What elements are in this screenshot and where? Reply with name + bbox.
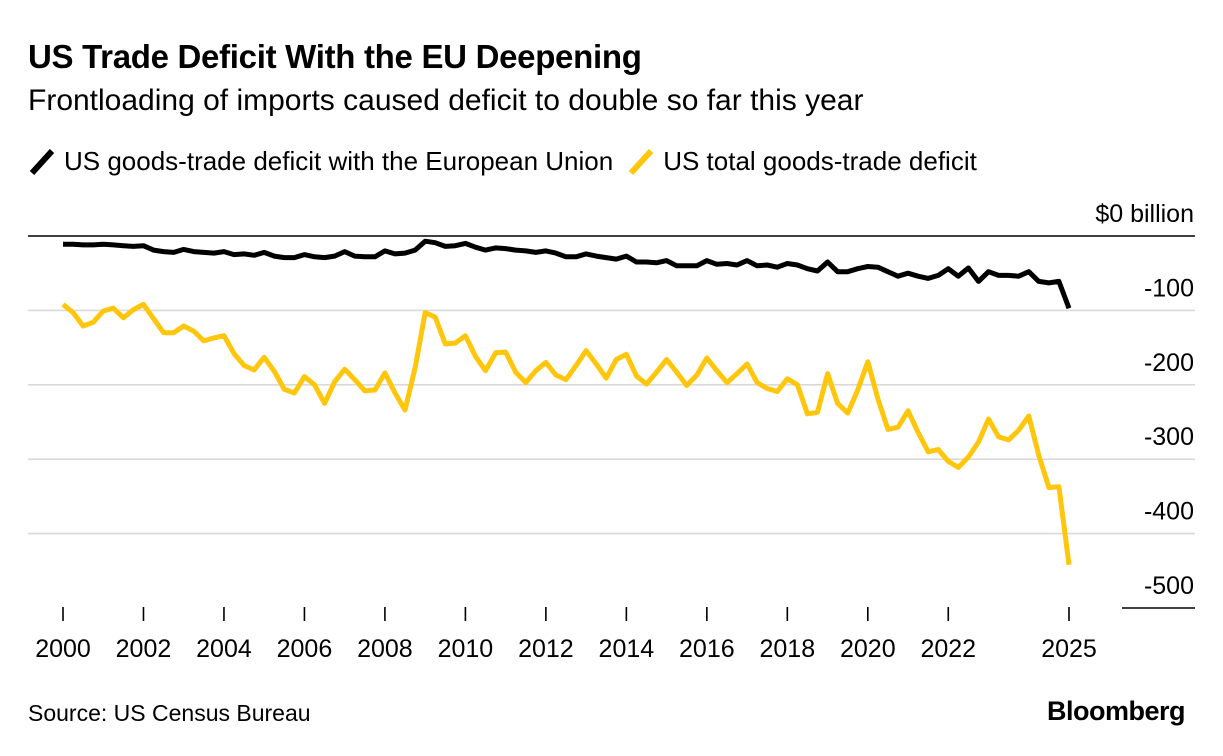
legend-label-eu: US goods-trade deficit with the European…: [64, 146, 614, 176]
x-tick-label-2014: 2014: [599, 635, 655, 663]
legend-item-eu: US goods-trade deficit with the European…: [28, 146, 613, 177]
x-tick-label-2008: 2008: [357, 635, 413, 663]
grid-lines: [28, 235, 1195, 609]
x-tick-label-2016: 2016: [679, 635, 735, 663]
legend-swatch-total: [628, 148, 654, 175]
x-tick-label-2020: 2020: [840, 635, 896, 663]
x-tick-label-2022: 2022: [920, 635, 976, 663]
series-line-total: [61, 301, 1072, 566]
x-tick-label-2025: 2025: [1041, 635, 1097, 663]
x-tick-label-2018: 2018: [760, 635, 816, 663]
y-tick-label-2: -200: [1144, 349, 1194, 377]
x-tick-label-2010: 2010: [438, 635, 494, 663]
legend-label-total: US total goods-trade deficit: [663, 146, 977, 176]
series-line-eu: [63, 238, 1072, 310]
y-tick-label-4: -400: [1144, 498, 1194, 526]
chart-subtitle: Frontloading of imports caused deficit t…: [28, 84, 864, 117]
x-tick-label-2012: 2012: [518, 635, 574, 663]
y-axis-ticks: $0 billion -100 -200 -300 -400 -500: [1095, 200, 1194, 600]
x-tick-label-2000: 2000: [35, 635, 91, 663]
source-note: Source: US Census Bureau: [28, 700, 311, 726]
x-axis-ticks: 2000 2002 2004 2006 2008 2010 2012 2014 2016 2018…: [35, 607, 1097, 663]
x-tick-label-2004: 2004: [196, 635, 252, 663]
x-tick-label-2006: 2006: [277, 635, 333, 663]
legend-item-total: US total goods-trade deficit: [627, 146, 977, 177]
legend: US goods-trade deficit with the European…: [28, 146, 991, 177]
y-tick-label-0: $0 billion: [1095, 200, 1194, 228]
y-tick-label-1: -100: [1144, 274, 1194, 302]
legend-swatch-eu: [29, 148, 55, 175]
y-tick-label-5: -500: [1144, 572, 1194, 600]
series-lines: [61, 238, 1072, 566]
x-tick-label-2002: 2002: [116, 635, 172, 663]
y-tick-label-3: -300: [1144, 423, 1194, 451]
brand-logo: Bloomberg: [1046, 696, 1186, 726]
chart-title: US Trade Deficit With the EU Deepening: [28, 38, 642, 75]
